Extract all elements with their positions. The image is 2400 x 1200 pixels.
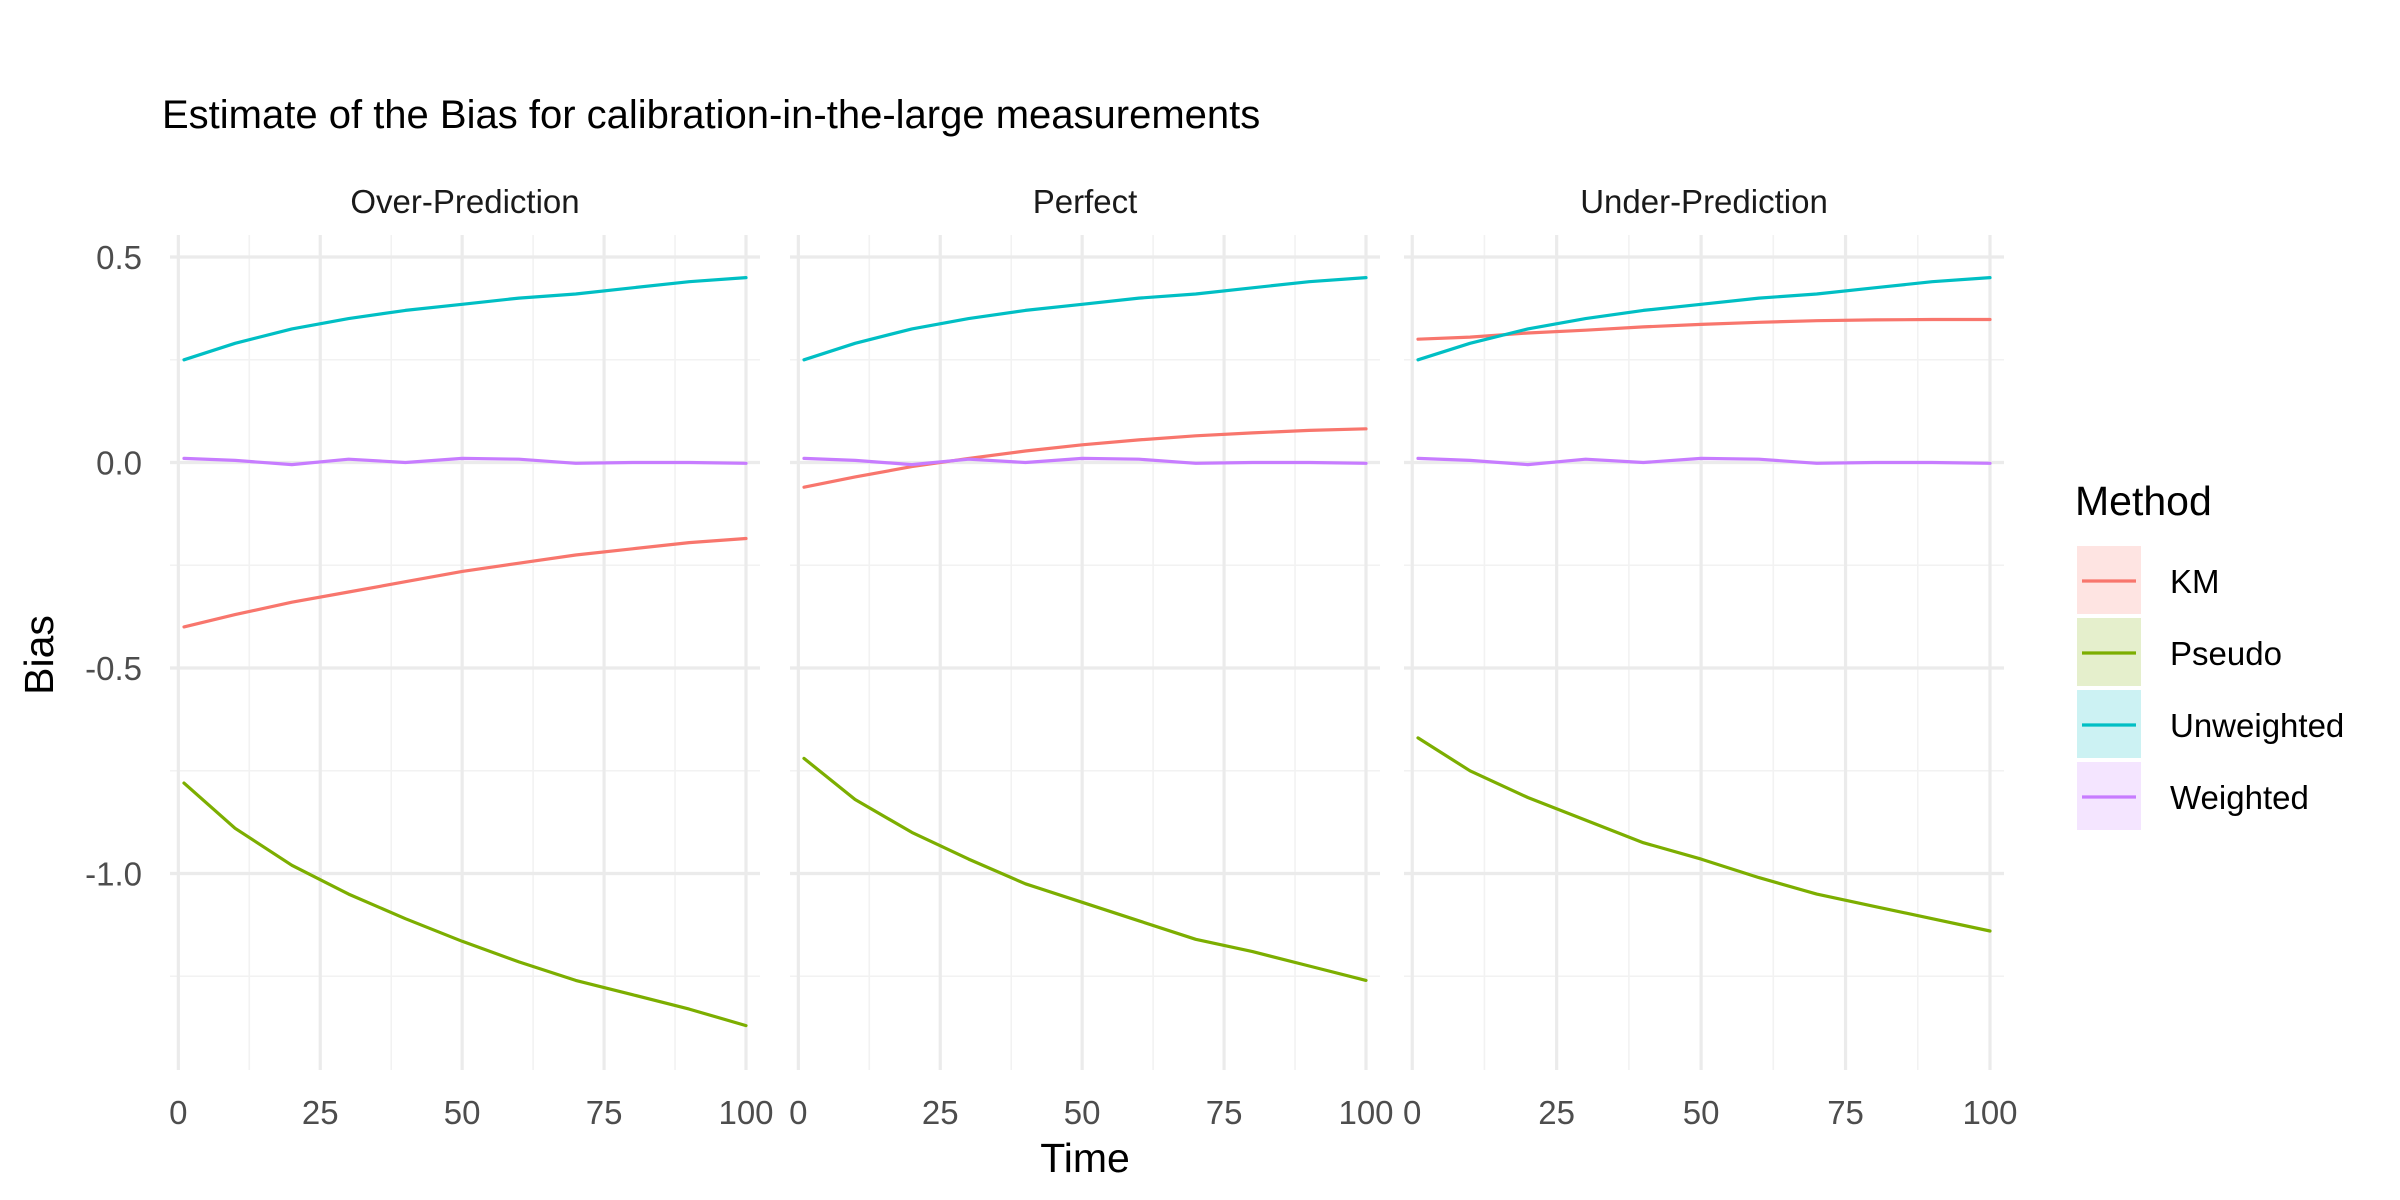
panel-perfect: Perfect 0 25 50 75 100 bbox=[789, 183, 1393, 1131]
x-tick-label: 75 bbox=[586, 1094, 623, 1131]
y-axis-title: Bias bbox=[16, 615, 62, 695]
y-tick-label: -0.5 bbox=[85, 650, 142, 687]
legend-item-pseudo: Pseudo bbox=[2077, 618, 2282, 686]
x-tick-label: 0 bbox=[789, 1094, 807, 1131]
series-line-unweighted bbox=[802, 276, 1368, 362]
x-tick-label: 25 bbox=[922, 1094, 959, 1131]
x-tick-label: 75 bbox=[1827, 1094, 1864, 1131]
legend: Method KM Pseudo Unweighted Weighted bbox=[2075, 478, 2344, 830]
x-tick-label: 50 bbox=[1064, 1094, 1101, 1131]
legend-items: KM Pseudo Unweighted Weighted bbox=[2077, 546, 2344, 830]
panel-under-prediction: Under-Prediction 0 25 50 75 100 bbox=[1403, 183, 2017, 1131]
x-tick-label: 100 bbox=[1338, 1094, 1393, 1131]
legend-title: Method bbox=[2075, 478, 2212, 524]
x-tick-label: 100 bbox=[1962, 1094, 2017, 1131]
x-tick-label: 0 bbox=[169, 1094, 187, 1131]
series-line-unweighted bbox=[182, 276, 748, 362]
y-tick-label: 0.0 bbox=[96, 445, 142, 482]
facet-label: Perfect bbox=[1033, 183, 1138, 220]
x-tick-label: 25 bbox=[1538, 1094, 1575, 1131]
facet-panels: Over-Prediction 0 25 50 75 100 Perfect 0 25 50 75 1… bbox=[85, 183, 2017, 1131]
legend-label: Pseudo bbox=[2170, 635, 2282, 672]
x-tick-label: 75 bbox=[1206, 1094, 1243, 1131]
facet-label: Over-Prediction bbox=[350, 183, 579, 220]
series-line-pseudo bbox=[1416, 736, 1992, 933]
series-line-km bbox=[182, 536, 748, 629]
y-tick-label: -1.0 bbox=[85, 856, 142, 893]
facet-label: Under-Prediction bbox=[1580, 183, 1828, 220]
legend-item-weighted: Weighted bbox=[2077, 762, 2309, 830]
legend-label: Unweighted bbox=[2170, 707, 2344, 744]
series-line-pseudo bbox=[802, 756, 1368, 983]
x-tick-label: 25 bbox=[302, 1094, 339, 1131]
series-line-weighted bbox=[182, 456, 748, 467]
legend-label: KM bbox=[2170, 563, 2220, 600]
series-line-weighted bbox=[1416, 456, 1992, 467]
x-tick-label: 50 bbox=[444, 1094, 481, 1131]
chart-title: Estimate of the Bias for calibration-in-… bbox=[162, 93, 1260, 137]
panel-over-prediction: Over-Prediction 0 25 50 75 100 bbox=[169, 183, 773, 1131]
y-tick-label: 0.5 bbox=[96, 239, 142, 276]
legend-item-km: KM bbox=[2077, 546, 2220, 614]
x-tick-label: 100 bbox=[718, 1094, 773, 1131]
x-axis-title: Time bbox=[1040, 1135, 1130, 1181]
x-tick-label: 0 bbox=[1403, 1094, 1421, 1131]
x-tick-label: 50 bbox=[1683, 1094, 1720, 1131]
legend-item-unweighted: Unweighted bbox=[2077, 690, 2344, 758]
series-line-weighted bbox=[802, 456, 1368, 467]
series-line-km bbox=[802, 427, 1368, 489]
legend-label: Weighted bbox=[2170, 779, 2309, 816]
series-line-unweighted bbox=[1416, 276, 1992, 362]
series-line-pseudo bbox=[182, 781, 748, 1028]
